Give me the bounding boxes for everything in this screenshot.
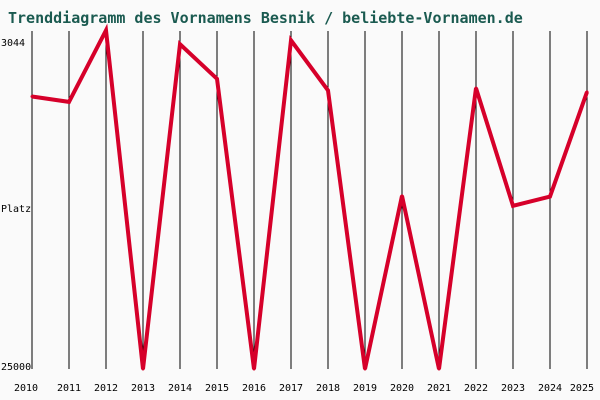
data-point-2021	[437, 367, 441, 371]
data-point-2014	[178, 42, 182, 46]
data-point-2016	[252, 367, 256, 371]
x-tick-label-2023: 2023	[501, 383, 525, 394]
data-point-2019	[363, 367, 367, 371]
x-tick-label-2012: 2012	[94, 383, 118, 394]
x-tick-label-2013: 2013	[131, 383, 155, 394]
data-point-2011	[67, 100, 71, 104]
x-tick-labels: 2010 2011 2012 2013 2014 2015 2016 2017 2018 2019…	[14, 383, 594, 394]
x-tick-label-2019: 2019	[353, 383, 377, 394]
y-tick-label-bottom: 25000	[1, 362, 31, 373]
series-line	[31, 23, 589, 370]
y-tick-label-top: 3044	[1, 38, 25, 49]
data-point-2010	[30, 95, 34, 99]
data-point-2012	[104, 28, 108, 32]
x-tick-label-2014: 2014	[168, 383, 192, 394]
x-tick-label-2011: 2011	[57, 383, 81, 394]
x-tick-label-2017: 2017	[279, 383, 303, 394]
data-point-2020	[400, 194, 404, 198]
data-point-2022	[474, 86, 478, 90]
data-point-2015	[215, 77, 219, 81]
data-point-2013	[141, 367, 145, 371]
data-point-2024	[548, 195, 552, 199]
data-point-2017	[289, 38, 293, 42]
x-tick-label-2016: 2016	[242, 383, 266, 394]
x-tick-label-2021: 2021	[427, 383, 451, 394]
grid-lines	[31, 31, 588, 369]
data-point-2023	[511, 204, 515, 208]
x-tick-label-2025: 2025	[570, 383, 594, 394]
y-axis-label: Platz	[1, 204, 31, 215]
chart-title: Trenddiagramm des Vornamens Besnik / bel…	[8, 9, 523, 27]
x-tick-label-2010: 2010	[14, 383, 38, 394]
data-point-2025	[585, 90, 589, 94]
x-tick-label-2015: 2015	[205, 383, 229, 394]
data-points	[30, 28, 589, 371]
x-tick-label-2020: 2020	[390, 383, 414, 394]
data-point-2018	[326, 88, 330, 92]
x-tick-label-2018: 2018	[316, 383, 340, 394]
x-tick-label-2024: 2024	[538, 383, 562, 394]
x-tick-label-2022: 2022	[464, 383, 488, 394]
